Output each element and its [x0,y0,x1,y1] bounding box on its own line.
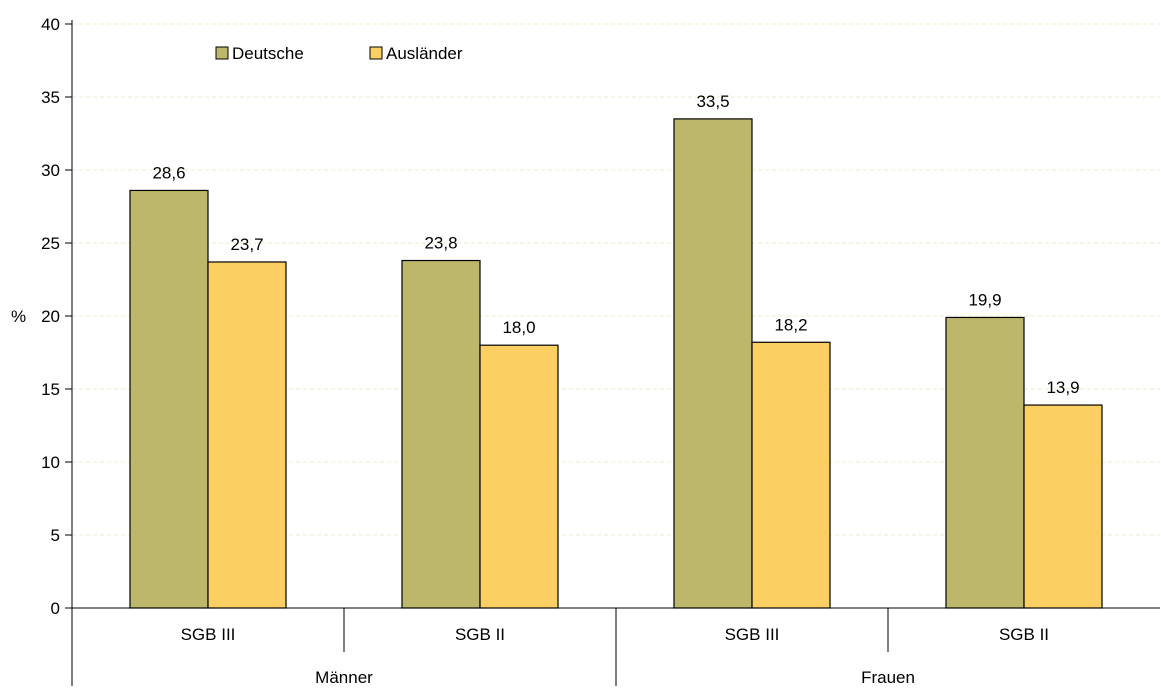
data-label: 23,7 [230,235,263,254]
y-tick-label: 25 [41,234,60,253]
y-tick-label: 40 [41,15,60,34]
bar-deutsche [129,189,209,609]
y-tick-label: 0 [51,599,60,618]
bar-ausl-nder [479,344,559,609]
labels: 0 5 10 15 20 25 30 35 40% 28,6 23,7 SGB III 23,8 18,0… [11,15,1080,687]
bar-ausl-nder [751,341,831,609]
x-tick-label: SGB III [725,625,780,644]
y-tick-label: 30 [41,161,60,180]
bar-ausl-nder [1023,404,1103,609]
data-label: 13,9 [1046,378,1079,397]
y-tick-label: 15 [41,380,60,399]
legend-label: Ausländer [386,44,463,63]
x-tick-label: SGB II [455,625,505,644]
y-tick-label: 10 [41,453,60,472]
bar-deutsche [945,316,1025,609]
y-tick-label: 20 [41,307,60,326]
bar-deutsche [401,259,481,609]
y-tick-label: 35 [41,88,60,107]
group-label: Frauen [861,668,915,686]
y-axis-label: % [11,307,26,326]
group-label: Männer [315,668,373,686]
data-label: 18,0 [502,318,535,337]
bar-ausl-nder [207,261,287,609]
data-label: 19,9 [968,290,1001,309]
legend-label: Deutsche [232,44,304,63]
data-label: 23,8 [424,234,457,253]
bar-deutsche [673,118,753,609]
data-label: 28,6 [152,163,185,182]
legend-swatch [215,46,229,60]
legend-swatch [369,46,383,60]
y-tick-label: 5 [51,526,60,545]
legend: Deutsche Ausländer [215,44,463,63]
axes [65,20,1160,686]
x-tick-label: SGB II [999,625,1049,644]
bars [129,118,1103,609]
data-label: 33,5 [696,92,729,111]
x-tick-label: SGB III [181,625,236,644]
data-label: 18,2 [774,315,807,334]
